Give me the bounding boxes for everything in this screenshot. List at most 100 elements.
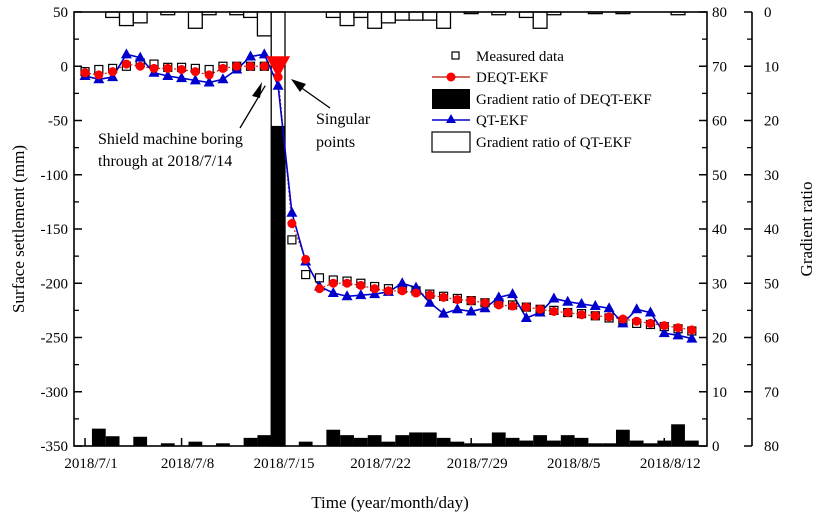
y2-inner-tick-label: 70: [712, 59, 727, 75]
y2-inner-tick-label: 30: [712, 276, 727, 292]
deqt-ekf-point: [287, 219, 297, 229]
qt-ekf-point: [120, 48, 132, 59]
deqt-gradient-bar: [105, 436, 120, 446]
deqt-ekf-point: [687, 325, 697, 335]
deqt-gradient-bar: [505, 437, 520, 446]
y2-inner-tick-label: 50: [712, 168, 727, 184]
qt-ekf-point: [451, 303, 463, 314]
qt-ekf-point: [410, 281, 422, 292]
arrowhead-icon: [252, 82, 262, 98]
deqt-ekf-point: [466, 296, 476, 306]
legend-qt-marker-icon: [446, 114, 456, 123]
qt-ekf-point: [603, 302, 615, 313]
deqt-gradient-bar: [409, 432, 423, 446]
deqt-ekf-point: [673, 323, 683, 333]
qt-gradient-bar: [132, 11, 148, 24]
qt-gradient-bar: [187, 11, 203, 29]
deqt-ekf-point: [94, 70, 104, 80]
deqt-gradient-bar: [533, 435, 548, 446]
qt-ekf-point: [189, 74, 201, 85]
y2-outer-tick-label: 0: [764, 5, 772, 21]
x-tick-label: 2018/7/8: [161, 456, 214, 472]
deqt-gradient-bar: [133, 436, 148, 446]
y2-inner-tick-label: 10: [712, 385, 727, 401]
y-tick-label: -350: [41, 439, 69, 455]
deqt-ekf-point: [439, 292, 449, 302]
deqt-ekf-point: [356, 280, 366, 290]
annotation-singular-line1: Singular: [316, 111, 371, 128]
deqt-gradient-bar: [422, 432, 437, 446]
deqt-gradient-bar: [381, 441, 396, 446]
y-tick-label: -100: [41, 168, 69, 184]
qt-ekf-point: [286, 206, 298, 217]
legend-label-1: DEQT-EKF: [476, 70, 548, 86]
legend-measured-icon: [451, 51, 460, 60]
deqt-ekf-point: [411, 288, 421, 298]
qt-gradient-bar: [518, 11, 534, 19]
deqt-ekf-point: [452, 295, 462, 305]
qt-ekf-point: [507, 288, 519, 299]
deqt-ekf-point: [577, 310, 587, 320]
deqt-ekf-point: [177, 65, 187, 75]
deqt-ekf-point: [342, 278, 352, 288]
qt-gradient-bar: [436, 11, 452, 29]
deqt-ekf-point: [494, 300, 504, 310]
legend-label-0: Measured data: [476, 49, 564, 65]
qt-ekf-point: [438, 307, 450, 318]
deqt-ekf-point: [563, 308, 573, 318]
qt-gradient-bar: [353, 11, 369, 19]
deqt-ekf-point: [121, 59, 131, 69]
deqt-gradient-bar: [602, 443, 616, 446]
deqt-gradient-bar: [188, 441, 203, 446]
qt-ekf-point: [493, 291, 505, 302]
qt-gradient-bar: [408, 11, 424, 21]
qt-gradient-bar: [394, 11, 410, 21]
deqt-gradient-bar: [519, 440, 534, 446]
deqt-ekf-point: [370, 284, 380, 294]
legend-qt-bar-icon: [431, 131, 471, 153]
qt-ekf-point: [134, 51, 146, 62]
qt-ekf-point: [176, 72, 188, 83]
qt-ekf-point: [562, 295, 574, 306]
annotation-singular-line2: points: [316, 134, 355, 151]
deqt-ekf-point: [535, 304, 545, 314]
y2-outer-tick-label: 40: [764, 222, 779, 238]
qt-ekf-point: [644, 306, 656, 317]
deqt-ekf-point: [218, 63, 228, 73]
qt-gradient-bar: [367, 11, 383, 29]
qt-gradient-bar: [242, 11, 259, 19]
qt-gradient-bar: [118, 11, 134, 27]
deqt-ekf-point: [618, 314, 628, 324]
deqt-gradient-bar: [450, 441, 465, 446]
deqt-gradient-bar: [643, 443, 658, 446]
qt-ekf-point: [203, 76, 215, 87]
deqt-ekf-point: [604, 312, 614, 322]
deqt-ekf-point: [80, 68, 90, 78]
qt-ekf-point: [217, 73, 229, 84]
qt-ekf-point: [658, 327, 670, 338]
deqt-ekf-point: [549, 306, 559, 316]
qt-ekf-point: [686, 332, 698, 343]
legend-label-2: Gradient ratio of DEQT-EKF: [476, 92, 652, 108]
y-tick-label: -200: [41, 276, 69, 292]
qt-gradient-bar: [532, 11, 548, 29]
deqt-gradient-bar: [547, 440, 561, 446]
deqt-gradient-bar: [326, 429, 341, 446]
annotation-shield-line1: Shield machine boring: [98, 131, 243, 148]
qt-gradient-bar: [380, 11, 396, 24]
deqt-gradient-bar: [340, 435, 354, 446]
deqt-gradient-bar: [491, 432, 506, 446]
y2-outer-tick-label: 70: [764, 385, 779, 401]
qt-ekf-point: [327, 287, 339, 298]
qt-ekf-point: [520, 311, 532, 322]
deqt-gradient-bar: [588, 443, 603, 446]
deqt-ekf-point: [659, 321, 669, 331]
deqt-ekf-point: [314, 284, 324, 294]
deqt-ekf-point: [645, 318, 655, 328]
qt-ekf-point: [589, 300, 601, 311]
deqt-gradient-bar: [353, 437, 368, 446]
qt-ekf-point: [258, 48, 270, 59]
x-axis-title: Time (year/month/day): [311, 493, 469, 512]
x-tick-label: 2018/7/15: [254, 456, 315, 472]
x-tick-label: 2018/8/12: [640, 456, 701, 472]
